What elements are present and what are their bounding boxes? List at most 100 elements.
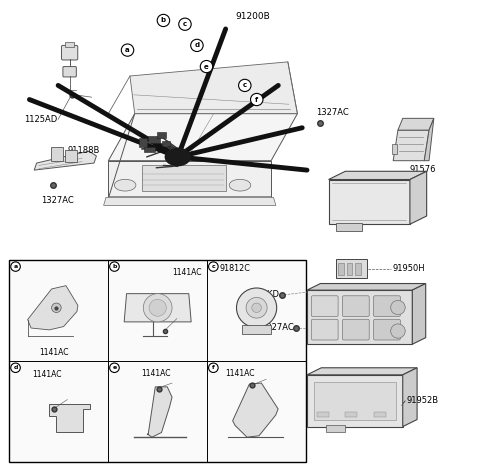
FancyBboxPatch shape <box>373 319 400 340</box>
Circle shape <box>11 363 20 372</box>
Text: 1141AC: 1141AC <box>33 371 62 379</box>
Polygon shape <box>147 387 172 437</box>
Bar <box>9 260 306 462</box>
Text: d: d <box>13 365 18 370</box>
Text: e: e <box>112 365 117 370</box>
Text: a: a <box>13 264 18 269</box>
Text: 1141AC: 1141AC <box>141 370 170 379</box>
Text: f: f <box>212 365 215 370</box>
Polygon shape <box>403 368 417 427</box>
Text: d: d <box>194 42 200 49</box>
Text: 91200B: 91200B <box>235 12 270 21</box>
Bar <box>336 223 362 231</box>
Bar <box>317 412 328 417</box>
Circle shape <box>209 262 218 271</box>
FancyBboxPatch shape <box>342 296 369 316</box>
Bar <box>65 42 74 47</box>
Bar <box>157 133 166 138</box>
Polygon shape <box>412 284 426 344</box>
Circle shape <box>391 301 405 315</box>
Bar <box>162 141 169 146</box>
Bar <box>338 263 344 275</box>
Circle shape <box>149 299 166 316</box>
Text: 1327AC: 1327AC <box>317 108 349 117</box>
Circle shape <box>391 301 405 315</box>
Bar <box>355 263 361 275</box>
FancyBboxPatch shape <box>373 296 400 316</box>
Bar <box>148 136 160 143</box>
Ellipse shape <box>165 148 191 166</box>
Polygon shape <box>108 114 135 198</box>
Circle shape <box>239 79 251 92</box>
Text: c: c <box>212 264 215 269</box>
Bar <box>142 165 226 191</box>
Polygon shape <box>410 171 427 224</box>
Text: 91188B: 91188B <box>68 146 100 155</box>
Circle shape <box>109 363 119 372</box>
Text: b: b <box>161 17 166 24</box>
Polygon shape <box>328 171 427 179</box>
Polygon shape <box>307 368 417 375</box>
Bar <box>307 290 412 344</box>
Circle shape <box>391 324 405 338</box>
Bar <box>65 151 77 162</box>
Text: e: e <box>204 64 209 69</box>
Circle shape <box>191 39 203 51</box>
Text: 1327AC: 1327AC <box>41 196 74 205</box>
Text: 1141AC: 1141AC <box>39 348 69 357</box>
Bar <box>336 259 367 278</box>
Circle shape <box>251 93 263 106</box>
Bar <box>326 425 345 432</box>
Polygon shape <box>108 160 271 198</box>
Text: a: a <box>125 47 130 53</box>
Circle shape <box>391 324 405 338</box>
Polygon shape <box>307 375 403 427</box>
Text: 1141AC: 1141AC <box>226 370 255 379</box>
Polygon shape <box>108 114 298 160</box>
Polygon shape <box>49 404 90 432</box>
Bar <box>144 147 155 152</box>
Text: 91952B: 91952B <box>407 396 439 405</box>
Text: b: b <box>112 264 117 269</box>
FancyBboxPatch shape <box>63 67 76 77</box>
Polygon shape <box>307 284 426 290</box>
Bar <box>328 179 410 224</box>
Bar <box>345 412 357 417</box>
Circle shape <box>157 14 169 26</box>
Circle shape <box>237 288 276 328</box>
Polygon shape <box>233 383 278 437</box>
FancyBboxPatch shape <box>312 296 338 316</box>
Text: c: c <box>243 83 247 88</box>
FancyBboxPatch shape <box>61 45 78 60</box>
Bar <box>314 382 396 420</box>
Polygon shape <box>34 152 96 170</box>
Circle shape <box>121 44 134 56</box>
Circle shape <box>109 262 119 271</box>
Circle shape <box>246 297 267 318</box>
Polygon shape <box>28 286 78 330</box>
Circle shape <box>200 60 213 73</box>
Polygon shape <box>424 118 434 160</box>
Text: 91950H: 91950H <box>392 264 425 273</box>
Circle shape <box>144 294 172 322</box>
Polygon shape <box>124 294 191 322</box>
Text: c: c <box>183 21 187 27</box>
Text: 91812C: 91812C <box>219 263 250 272</box>
Text: 1327AC: 1327AC <box>261 323 294 332</box>
Text: 1125AD: 1125AD <box>24 115 57 124</box>
Circle shape <box>252 303 262 312</box>
Ellipse shape <box>114 179 136 191</box>
FancyBboxPatch shape <box>312 319 338 340</box>
Polygon shape <box>130 62 298 114</box>
Circle shape <box>11 262 20 271</box>
Bar <box>51 147 63 160</box>
Bar <box>374 412 386 417</box>
Text: f: f <box>255 96 258 102</box>
Text: 1125KD: 1125KD <box>246 290 279 299</box>
Bar <box>392 144 397 154</box>
Polygon shape <box>104 197 276 205</box>
FancyBboxPatch shape <box>342 319 369 340</box>
Circle shape <box>51 303 61 312</box>
Circle shape <box>179 18 191 30</box>
Bar <box>242 325 271 334</box>
